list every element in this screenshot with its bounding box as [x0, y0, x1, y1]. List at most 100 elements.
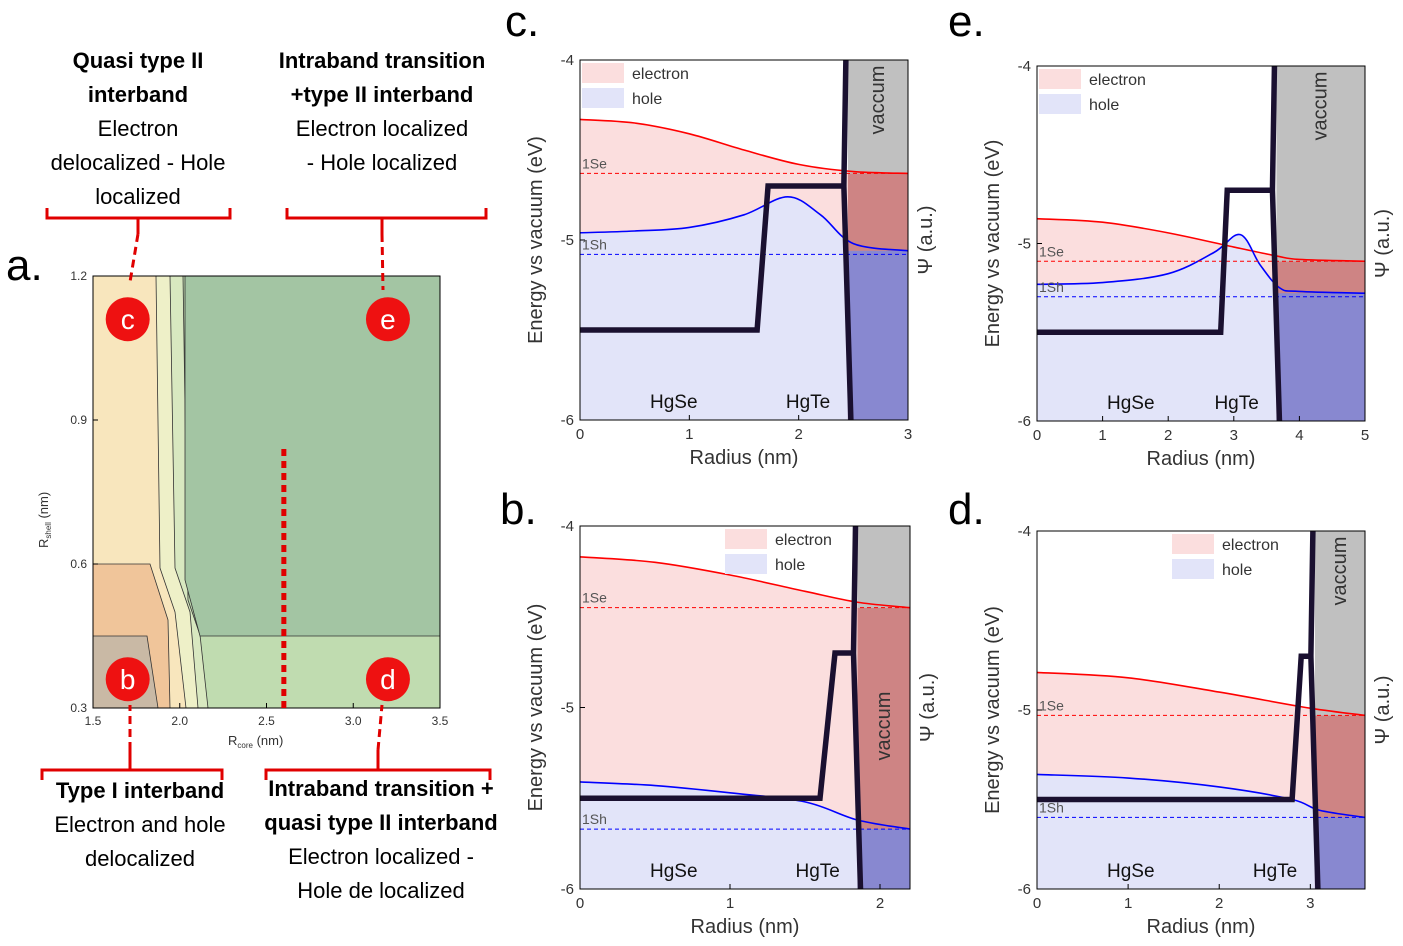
- x-tick-label: 3: [1230, 427, 1238, 444]
- electron-curve: [579, 556, 911, 609]
- band-panel-e: 1Se 1Sh 0 1 2 3 4 5 -6 -5 -4 Radius (nm) Energy vs v…: [982, 58, 1394, 470]
- x-tick-label: 2.5: [258, 714, 275, 728]
- electron-curve: [1036, 217, 1366, 263]
- vacuum-region: [1276, 66, 1365, 262]
- legend-electron-label: electron: [775, 532, 832, 549]
- vacuum-label: vaccum: [1310, 72, 1332, 141]
- connector-d: [376, 704, 384, 751]
- level-1Se-label: 1Se: [1039, 243, 1064, 259]
- annotation-c: Quasi type II interband Electron delocal…: [18, 44, 258, 214]
- legend-hole-label: hole: [775, 557, 805, 574]
- electron-curve: [579, 118, 909, 175]
- marker-circle: [365, 657, 410, 702]
- x-tick-label: 2: [876, 895, 884, 912]
- x-tick-label: 3: [1306, 895, 1314, 912]
- x-tick-label: 0: [1033, 427, 1041, 444]
- legend-electron-swatch: [1172, 534, 1214, 554]
- y-tick-label: -5: [561, 232, 574, 249]
- legend-electron-swatch: [582, 63, 624, 83]
- y-tick-label: 1.2: [70, 269, 87, 283]
- y-axis-label: Energy vs vacuum (eV): [525, 136, 547, 344]
- marker-label: d: [380, 664, 396, 695]
- core-label: HgSe: [1107, 861, 1155, 882]
- legend-hole-swatch: [1039, 94, 1081, 114]
- annotation-b-title: Type I interband: [55, 778, 225, 803]
- connector-e: [380, 233, 385, 291]
- phase-regions: [92, 275, 441, 709]
- marker-circle: [105, 297, 150, 342]
- annotation-c-line-1: Electron: [97, 116, 179, 141]
- annotation-c-title: Quasi type II interband: [72, 48, 204, 107]
- panel-letter-b: b.: [500, 485, 537, 534]
- marker-circle: [105, 657, 150, 702]
- legend-hole-swatch: [1172, 559, 1214, 579]
- annotation-e-title: Intraband transition +type II interband: [278, 48, 486, 107]
- level-1Se-label: 1Se: [582, 590, 607, 606]
- y-tick-label: -6: [561, 881, 574, 898]
- band-edge: [1037, 530, 1321, 890]
- legend-electron-swatch: [725, 529, 767, 549]
- legend-hole-label: hole: [1089, 97, 1119, 114]
- x-axis-label: Radius (nm): [691, 916, 800, 938]
- level-1Sh-label: 1Sh: [582, 236, 607, 252]
- x-tick-label: 1: [685, 426, 693, 443]
- bracket-e: [285, 208, 488, 234]
- hole-fill: [580, 196, 908, 420]
- hole-fill-shell: [1276, 293, 1365, 421]
- x-tick-label: 0: [576, 895, 584, 912]
- hole-fill: [580, 781, 910, 889]
- core-label: HgSe: [1107, 393, 1155, 414]
- legend-electron-label: electron: [632, 66, 689, 83]
- panel-letter-c: c.: [505, 0, 540, 46]
- band-edge: [580, 59, 854, 421]
- annotation-b-line-2: delocalized: [84, 846, 196, 871]
- x-axis-label: Radius (nm): [690, 447, 799, 469]
- marker-circle: [365, 297, 410, 342]
- connector-c: [128, 233, 140, 283]
- level-1Se-label: 1Se: [582, 155, 607, 171]
- panel-letter-e: e.: [948, 0, 985, 46]
- shell-label: HgTe: [1253, 861, 1297, 882]
- y-tick-label: -6: [1018, 881, 1031, 898]
- vacuum-region: [1314, 531, 1365, 716]
- legend-hole-swatch: [582, 88, 624, 108]
- phase-markers: b c d e: [105, 297, 410, 702]
- core-label: HgSe: [650, 861, 698, 882]
- hole-fill-shell: [1314, 817, 1365, 889]
- shell-label: HgTe: [786, 392, 830, 413]
- annotation-e-line-1: Electron localized: [295, 116, 469, 141]
- legend-electron-swatch: [1039, 69, 1081, 89]
- band-panel-c: 1Se 1Sh 0 1 2 3 -6 -5 -4 Radius (nm) Energy vs vac…: [525, 52, 937, 469]
- panel-letter-d: d.: [948, 485, 985, 534]
- y-tick-label: -6: [1018, 413, 1031, 430]
- y2-axis-label: Ψ (a.u.): [917, 673, 939, 742]
- bracket-c: [45, 208, 232, 234]
- y-axis-label: Energy vs vacuum (eV): [525, 604, 547, 812]
- annotation-c-line-3: localized: [95, 184, 181, 209]
- y-axis-label: Energy vs vacuum (eV): [982, 606, 1004, 814]
- vacuum-label: vaccum: [867, 66, 889, 135]
- band-panel-d: 1Se 1Sh 0 1 2 3 -6 -5 -4 Radius (nm) Energy vs vac…: [982, 523, 1394, 938]
- x-tick-label: 2.0: [171, 714, 188, 728]
- hole-fill-shell: [847, 250, 908, 420]
- marker-label: e: [380, 304, 396, 335]
- bracket-d: [264, 750, 492, 780]
- marker-c: c: [105, 297, 150, 342]
- electron-curve: [1036, 671, 1366, 717]
- x-tick-label: 3: [904, 426, 912, 443]
- y-tick-label: -4: [1018, 58, 1031, 75]
- panel-letter-a: a.: [6, 241, 43, 290]
- bracket-b: [40, 750, 224, 780]
- x-tick-label: 1.5: [85, 714, 102, 728]
- marker-e: e: [365, 297, 410, 342]
- annotation-b-line-1: Electron and hole: [54, 812, 226, 837]
- shell-label: HgTe: [796, 861, 840, 882]
- y2-axis-label: Ψ (a.u.): [1372, 676, 1394, 745]
- annotation-d-title: Intraband transition + quasi type II int…: [264, 776, 498, 835]
- annotation-b: Type I interband Electron and hole deloc…: [20, 774, 260, 876]
- band-edge: [1037, 65, 1283, 422]
- x-tick-label: 2: [1215, 895, 1223, 912]
- annotation-d: Intraband transition + quasi type II int…: [256, 772, 506, 908]
